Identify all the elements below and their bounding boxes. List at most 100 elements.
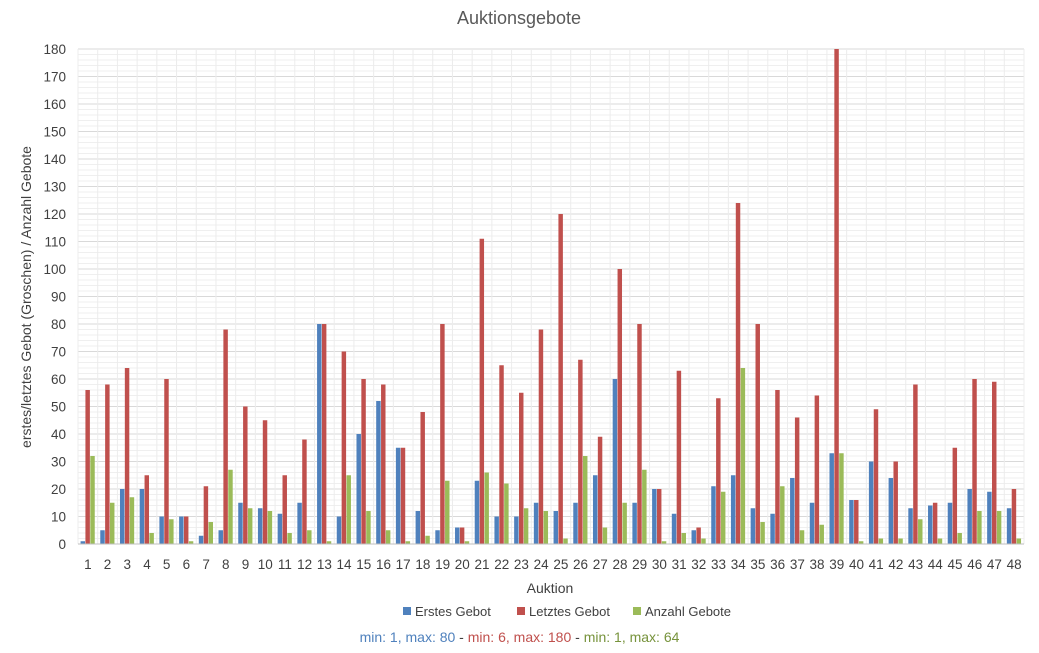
bar: [578, 359, 583, 544]
bar: [819, 524, 824, 544]
x-tick-label: 46: [967, 557, 982, 572]
x-tick-label: 32: [691, 557, 706, 572]
x-tick-label: 12: [297, 557, 312, 572]
bar: [711, 486, 716, 544]
bar: [346, 475, 351, 544]
y-tick-label: 20: [51, 482, 66, 497]
x-tick-label: 36: [770, 557, 785, 572]
bar: [243, 406, 248, 544]
x-tick-label: 18: [415, 557, 430, 572]
x-tick-label: 42: [888, 557, 903, 572]
x-tick-label: 48: [1007, 557, 1022, 572]
bar: [858, 541, 864, 544]
x-tick-label: 44: [928, 557, 944, 572]
bar: [849, 500, 854, 544]
y-tick-label: 90: [51, 290, 66, 305]
x-tick-label: 39: [829, 557, 844, 572]
bar: [720, 491, 726, 544]
bar: [361, 379, 366, 544]
bar: [499, 365, 504, 544]
x-tick-label: 31: [672, 557, 687, 572]
x-tick-label: 47: [987, 557, 1002, 572]
bar: [459, 527, 465, 544]
bar: [750, 508, 756, 544]
y-tick-label: 150: [43, 125, 66, 140]
bar: [395, 447, 401, 544]
y-tick-label: 80: [51, 317, 66, 332]
bar: [188, 541, 194, 544]
x-tick-label: 2: [104, 557, 112, 572]
x-tick-label: 20: [455, 557, 470, 572]
x-tick-label: 4: [143, 557, 151, 572]
bar: [592, 475, 598, 544]
bar: [873, 409, 879, 544]
stats-series-2: min: 6, max: 180: [467, 629, 572, 645]
bar: [366, 511, 371, 544]
x-tick-label: 10: [258, 557, 273, 572]
x-tick-label: 15: [356, 557, 371, 572]
bar: [479, 238, 485, 544]
bar: [637, 324, 642, 544]
bar: [425, 535, 430, 544]
bar: [519, 392, 524, 544]
bar: [494, 516, 499, 544]
x-tick-label: 23: [514, 557, 529, 572]
bar: [622, 502, 627, 544]
bar: [282, 475, 287, 544]
stats-series-3: min: 1, max: 64: [583, 629, 680, 645]
bar: [179, 516, 184, 544]
bar: [297, 502, 302, 544]
bar: [676, 370, 682, 544]
bar: [642, 469, 647, 544]
y-tick-label: 70: [51, 345, 66, 360]
bar: [696, 527, 701, 544]
bar: [247, 508, 253, 544]
x-tick-label: 21: [475, 557, 490, 572]
y-tick-label: 50: [51, 400, 66, 415]
bar: [538, 329, 544, 544]
y-tick-label: 10: [51, 510, 66, 525]
bar: [553, 511, 559, 544]
bar: [109, 502, 115, 544]
bar: [691, 530, 696, 544]
y-tick-label: 110: [44, 235, 66, 250]
bar: [504, 483, 509, 544]
x-tick-label: 30: [652, 557, 667, 572]
bar: [445, 480, 450, 544]
bar: [341, 351, 347, 544]
bar: [681, 533, 686, 544]
bar: [967, 489, 972, 544]
bar: [149, 533, 154, 544]
bar: [238, 502, 243, 544]
y-tick-label: 30: [51, 455, 66, 470]
bar: [228, 469, 233, 544]
bar: [977, 511, 982, 544]
legend: Erstes Gebot Letztes Gebot Anzahl Gebote: [403, 604, 731, 619]
bar: [533, 502, 539, 544]
bar: [770, 513, 775, 544]
bar: [996, 511, 1002, 544]
legend-swatch: [517, 607, 525, 615]
legend-label: Anzahl Gebote: [645, 604, 731, 619]
gridlines: [77, 48, 1025, 544]
bar: [420, 412, 425, 544]
x-tick-label: 41: [869, 557, 884, 572]
y-tick-label: 40: [51, 427, 66, 442]
bar: [829, 453, 834, 544]
bar: [385, 530, 391, 544]
bar: [257, 508, 263, 544]
x-tick-label: 26: [573, 557, 588, 572]
bar: [913, 384, 918, 544]
bar: [307, 530, 312, 544]
x-tick-label: 45: [948, 557, 963, 572]
stats-separator: -: [571, 629, 584, 645]
x-tick-label: 33: [711, 557, 726, 572]
legend-swatch: [633, 607, 641, 615]
x-tick-label: 37: [790, 557, 805, 572]
bar: [947, 502, 953, 544]
bar: [484, 472, 489, 544]
y-tick-label: 140: [43, 152, 66, 167]
x-tick-label: 34: [731, 557, 747, 572]
bar: [336, 516, 342, 544]
x-tick-label: 9: [242, 557, 250, 572]
